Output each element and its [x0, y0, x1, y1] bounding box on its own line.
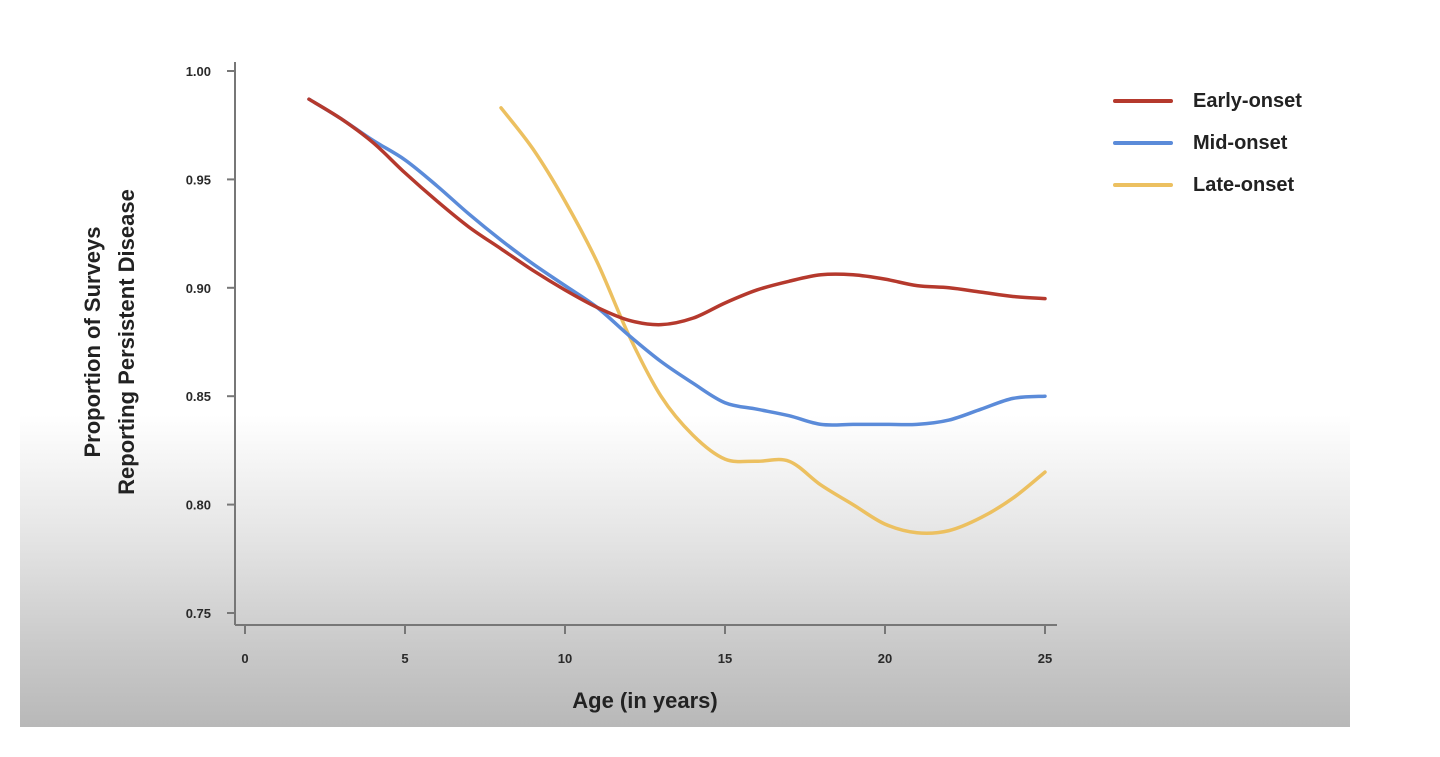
series-line-late-onset [499, 106, 1047, 536]
y-tick-label: 0.85 [186, 389, 211, 404]
y-axis-title-line-2: Reporting Persistent Disease [114, 189, 139, 495]
legend-label: Early-onset [1193, 89, 1302, 112]
legend: Early-onset Mid-onset Late-onset [1113, 80, 1302, 206]
x-tick-label: 5 [401, 651, 408, 666]
legend-item-mid-onset: Mid-onset [1113, 122, 1302, 164]
legend-swatch-early-onset [1113, 99, 1173, 103]
y-tick-label: 1.00 [186, 64, 211, 79]
x-tick-label: 0 [241, 651, 248, 666]
x-ticks: 0 5 10 15 20 25 [241, 625, 1052, 666]
legend-label: Mid-onset [1193, 131, 1288, 154]
axes [234, 62, 1057, 626]
y-tick-label: 0.95 [186, 172, 211, 187]
y-tick-label: 0.75 [186, 606, 211, 621]
legend-label: Late-onset [1193, 173, 1295, 196]
series-line-mid-onset [307, 97, 1047, 427]
background-panel [20, 415, 1350, 727]
y-tick-label: 0.90 [186, 281, 211, 296]
legend-swatch-mid-onset [1113, 141, 1173, 145]
x-axis-title: Age (in years) [572, 688, 718, 713]
legend-swatch-late-onset [1113, 183, 1173, 187]
x-tick-label: 10 [558, 651, 572, 666]
x-tick-label: 15 [718, 651, 732, 666]
y-ticks: 1.00 0.95 0.90 0.85 0.80 0.75 [186, 64, 235, 621]
y-axis-title-line-1: Proportion of Surveys [80, 226, 105, 457]
legend-item-late-onset: Late-onset [1113, 164, 1302, 206]
legend-item-early-onset: Early-onset [1113, 80, 1302, 122]
y-tick-label: 0.80 [186, 498, 211, 513]
series-line-early-onset [307, 97, 1047, 327]
y-axis-title: Proportion of Surveys Reporting Persiste… [80, 189, 139, 495]
x-tick-label: 25 [1038, 651, 1052, 666]
x-tick-label: 20 [878, 651, 892, 666]
series-lines [307, 97, 1047, 536]
